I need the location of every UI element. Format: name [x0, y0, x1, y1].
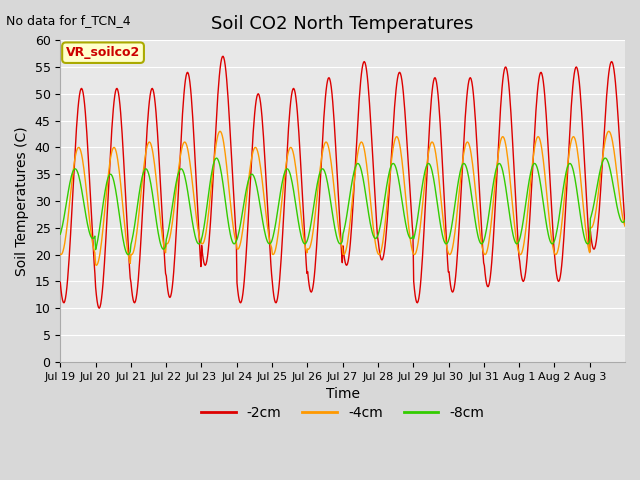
- Text: VR_soilco2: VR_soilco2: [66, 46, 140, 59]
- Legend: -2cm, -4cm, -8cm: -2cm, -4cm, -8cm: [195, 400, 490, 426]
- Title: Soil CO2 North Temperatures: Soil CO2 North Temperatures: [211, 15, 474, 33]
- Y-axis label: Soil Temperatures (C): Soil Temperatures (C): [15, 126, 29, 276]
- Text: No data for f_TCN_4: No data for f_TCN_4: [6, 14, 131, 27]
- X-axis label: Time: Time: [326, 387, 360, 401]
